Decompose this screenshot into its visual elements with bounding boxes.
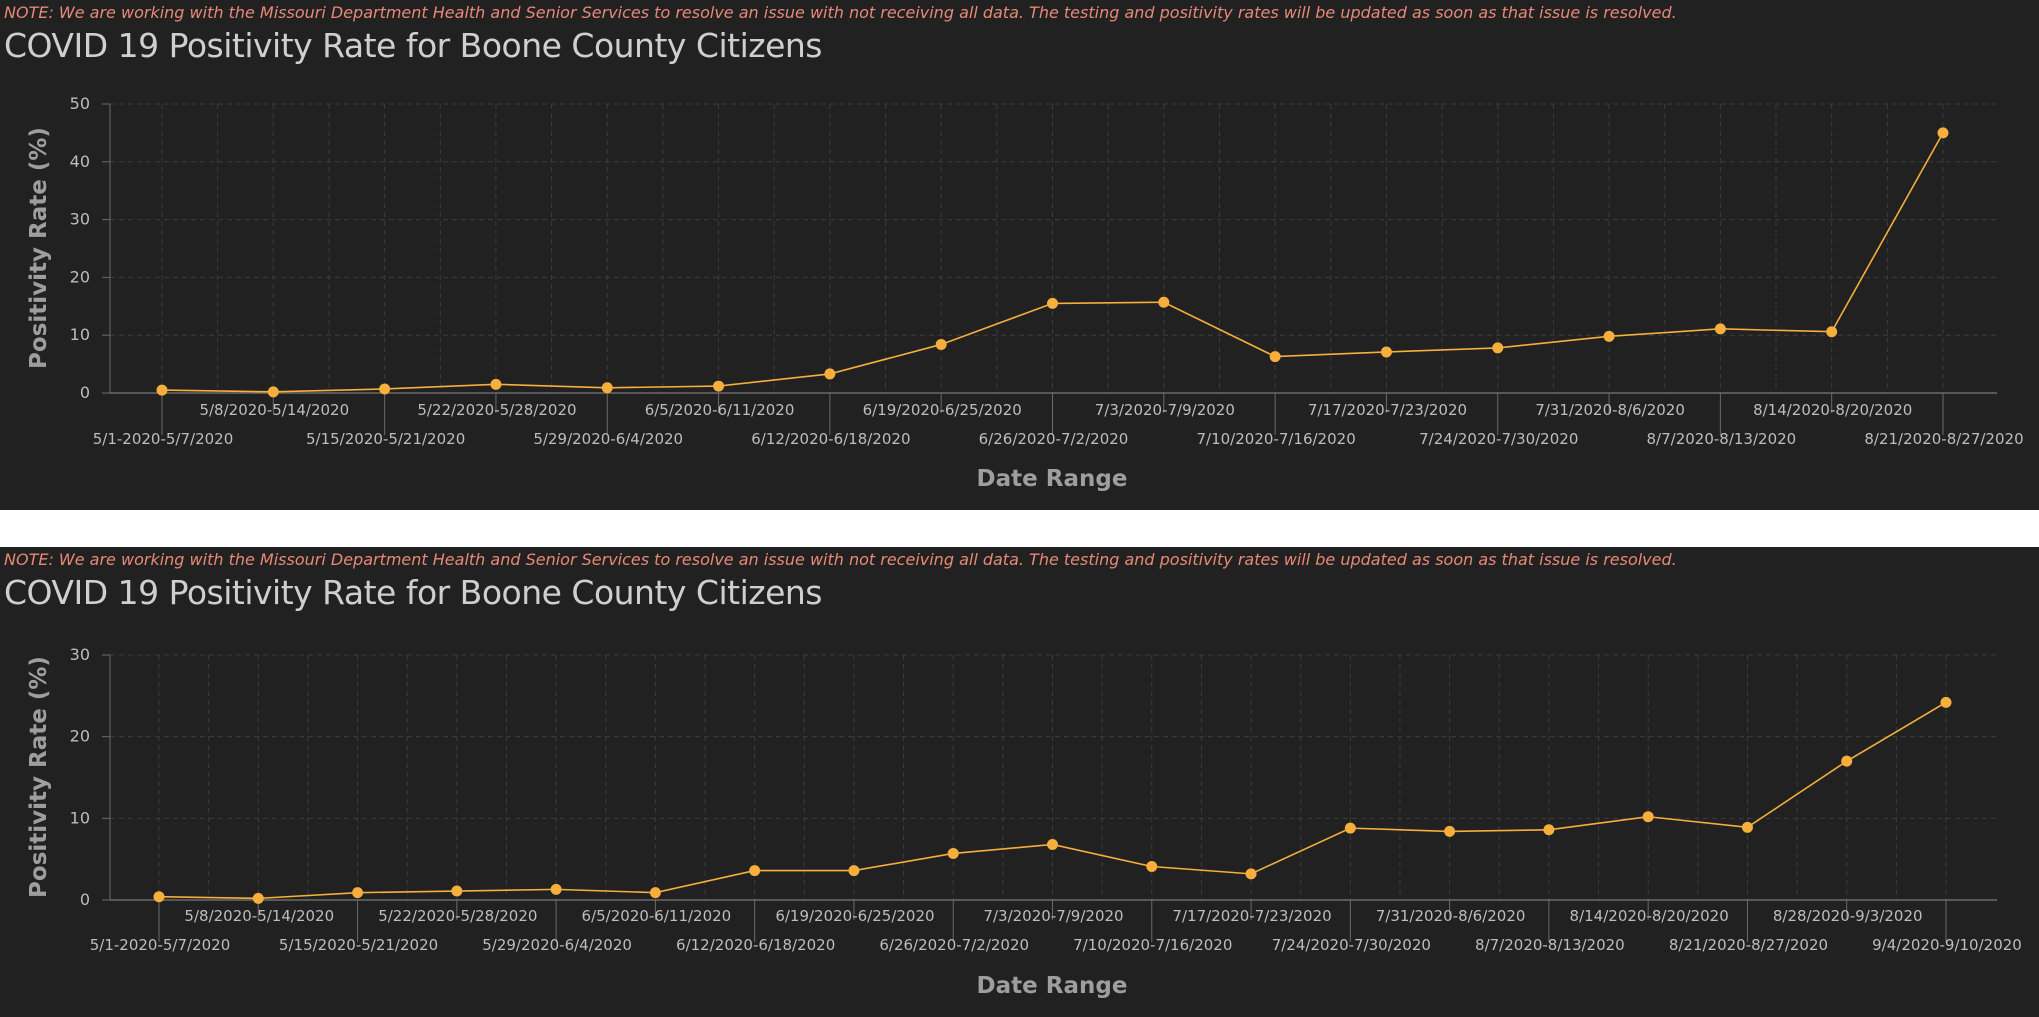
y-axis-title: Positivity Rate (%) xyxy=(26,656,52,898)
x-tick-label: 5/22/2020-5/28/2020 xyxy=(417,401,576,419)
x-tick-label: 8/28/2020-9/3/2020 xyxy=(1773,907,1923,925)
data-point xyxy=(550,883,562,895)
data-point xyxy=(1714,323,1726,335)
x-tick-label: 8/14/2020-8/20/2020 xyxy=(1753,401,1912,419)
x-tick-label: 7/31/2020-8/6/2020 xyxy=(1535,401,1685,419)
x-tick-label: 6/5/2020-6/11/2020 xyxy=(645,401,795,419)
data-point xyxy=(848,865,860,877)
x-tick-label: 6/19/2020-6/25/2020 xyxy=(863,401,1022,419)
data-point xyxy=(490,378,502,390)
chart-title: COVID 19 Positivity Rate for Boone Count… xyxy=(4,26,822,65)
y-tick-label: 30 xyxy=(70,645,90,664)
data-point xyxy=(1940,696,1952,708)
x-tick-label: 6/26/2020-7/2/2020 xyxy=(979,430,1129,448)
data-point xyxy=(935,338,947,350)
data-point xyxy=(1937,127,1949,139)
chart-panel-2: NOTE: We are working with the Missouri D… xyxy=(0,547,2039,1017)
data-point xyxy=(649,887,661,899)
data-point xyxy=(153,891,165,903)
data-point xyxy=(156,384,168,396)
data-point xyxy=(1047,838,1058,850)
y-tick-label: 0 xyxy=(80,890,90,909)
x-tick-label: 7/24/2020-7/30/2020 xyxy=(1419,430,1578,448)
data-point xyxy=(267,386,279,398)
y-tick-label: 30 xyxy=(70,210,90,229)
y-tick-label: 10 xyxy=(70,808,90,827)
x-tick-label: 5/8/2020-5/14/2020 xyxy=(199,401,349,419)
x-tick-label: 5/15/2020-5/21/2020 xyxy=(306,430,465,448)
x-tick-label: 5/29/2020-6/4/2020 xyxy=(533,430,683,448)
data-point xyxy=(1245,868,1257,880)
x-tick-label: 7/10/2020-7/16/2020 xyxy=(1197,430,1356,448)
x-tick-label: 8/14/2020-8/20/2020 xyxy=(1570,907,1729,925)
y-tick-label: 40 xyxy=(70,152,90,171)
data-point xyxy=(379,383,391,395)
data-point xyxy=(947,847,959,859)
y-tick-label: 50 xyxy=(70,94,90,113)
data-point xyxy=(1047,297,1058,309)
x-tick-label: 5/1-2020-5/7/2020 xyxy=(93,430,234,448)
data-point xyxy=(1741,821,1753,833)
data-point xyxy=(1826,326,1838,338)
x-tick-label: 5/15/2020-5/21/2020 xyxy=(279,936,438,954)
data-issue-note: NOTE: We are working with the Missouri D… xyxy=(4,550,1677,569)
x-tick-label: 5/29/2020-6/4/2020 xyxy=(482,936,632,954)
x-tick-label: 5/1-2020-5/7/2020 xyxy=(90,936,231,954)
data-point xyxy=(1146,861,1158,873)
data-point xyxy=(824,368,836,380)
y-tick-label: 10 xyxy=(70,325,90,344)
chart-panel-1: NOTE: We are working with the Missouri D… xyxy=(0,0,2039,510)
x-tick-label: 5/22/2020-5/28/2020 xyxy=(378,907,537,925)
x-tick-label: 6/12/2020-6/18/2020 xyxy=(751,430,910,448)
data-point xyxy=(252,892,264,904)
x-tick-label: 8/7/2020-8/13/2020 xyxy=(1647,430,1797,448)
data-point xyxy=(1269,351,1281,363)
x-tick-label: 8/7/2020-8/13/2020 xyxy=(1475,936,1625,954)
x-tick-label: 7/10/2020-7/16/2020 xyxy=(1073,936,1232,954)
x-tick-label: 6/26/2020-7/2/2020 xyxy=(879,936,1029,954)
data-point xyxy=(451,885,463,897)
y-tick-label: 20 xyxy=(70,267,90,286)
x-axis-title: Date Range xyxy=(977,973,1128,999)
x-tick-label: 7/24/2020-7/30/2020 xyxy=(1272,936,1431,954)
x-tick-label: 7/31/2020-8/6/2020 xyxy=(1376,907,1526,925)
x-tick-label: 6/5/2020-6/11/2020 xyxy=(582,907,732,925)
x-tick-label: 7/17/2020-7/23/2020 xyxy=(1308,401,1467,419)
data-point xyxy=(749,865,761,877)
data-point xyxy=(1492,342,1504,354)
data-point xyxy=(1380,346,1392,358)
data-point xyxy=(601,382,613,394)
data-point xyxy=(1642,811,1654,823)
data-point xyxy=(1444,825,1456,837)
y-tick-label: 20 xyxy=(70,727,90,746)
y-axis-title: Positivity Rate (%) xyxy=(26,127,52,369)
chart-title: COVID 19 Positivity Rate for Boone Count… xyxy=(4,573,822,612)
x-tick-label: 9/4/2020-9/10/2020 xyxy=(1872,936,2022,954)
x-tick-label: 8/21/2020-8/27/2020 xyxy=(1669,936,1828,954)
x-tick-label: 8/21/2020-8/27/2020 xyxy=(1864,430,2023,448)
data-point xyxy=(1158,296,1170,308)
x-tick-label: 6/12/2020-6/18/2020 xyxy=(676,936,835,954)
data-point xyxy=(1841,755,1853,767)
data-point xyxy=(352,887,364,899)
data-point xyxy=(1603,330,1615,342)
positivity-line-chart-1: 0 10 20 30 40 50 5/1-2020-5/7/2020 5/8/2020-5/1… xyxy=(26,94,2024,492)
x-tick-label: 7/17/2020-7/23/2020 xyxy=(1172,907,1331,925)
data-point xyxy=(1344,822,1356,834)
data-point xyxy=(1543,824,1555,836)
x-tick-label: 7/3/2020-7/9/2020 xyxy=(1095,401,1235,419)
x-tick-label: 7/3/2020-7/9/2020 xyxy=(983,907,1123,925)
positivity-line-chart-2: 0 10 20 30 5/1-2020-5/7/2020 5/8/2020-5/14/20… xyxy=(26,645,2022,999)
data-issue-note: NOTE: We are working with the Missouri D… xyxy=(4,3,1677,22)
x-tick-label: 6/19/2020-6/25/2020 xyxy=(775,907,934,925)
x-tick-label: 5/8/2020-5/14/2020 xyxy=(184,907,334,925)
x-axis-title: Date Range xyxy=(977,466,1128,492)
y-tick-label: 0 xyxy=(80,383,90,402)
data-point xyxy=(713,380,725,392)
